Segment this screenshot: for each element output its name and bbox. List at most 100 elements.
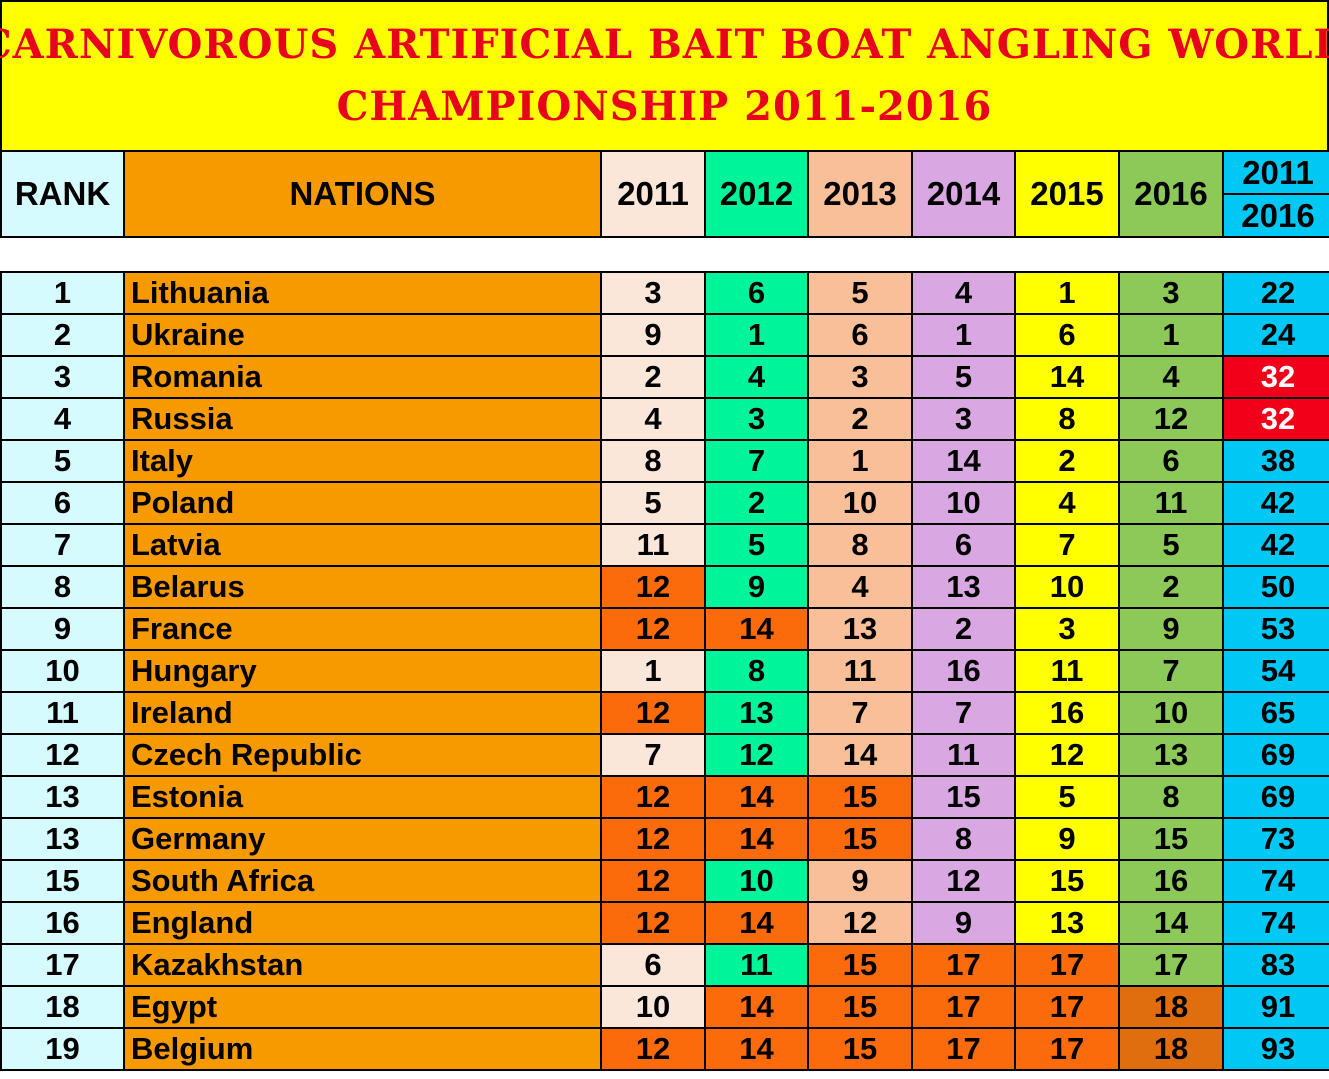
result-cell-2011: 12 bbox=[600, 859, 706, 903]
header-year-2014: 2014 bbox=[911, 150, 1016, 238]
total-cell: 69 bbox=[1222, 775, 1329, 819]
table-row: 3 Romania 2 4 3 5 14 4 32 bbox=[0, 355, 1329, 399]
result-cell-2016: 11 bbox=[1118, 481, 1224, 525]
result-cell-2012: 11 bbox=[704, 943, 809, 987]
total-cell: 50 bbox=[1222, 565, 1329, 609]
total-cell: 91 bbox=[1222, 985, 1329, 1029]
result-cell-2015: 17 bbox=[1014, 1027, 1120, 1071]
total-cell: 32 bbox=[1222, 397, 1329, 441]
table-row: 5 Italy 8 7 1 14 2 6 38 bbox=[0, 439, 1329, 483]
title-line-1: CARNIVOROUS ARTIFICIAL BAIT BOAT ANGLING… bbox=[0, 21, 1329, 68]
result-cell-2016: 17 bbox=[1118, 943, 1224, 987]
result-cell-2012: 12 bbox=[704, 733, 809, 777]
nation-cell: Estonia bbox=[123, 775, 602, 819]
result-cell-2013: 15 bbox=[807, 943, 913, 987]
total-cell: 38 bbox=[1222, 439, 1329, 483]
rank-cell: 16 bbox=[0, 901, 125, 945]
result-cell-2013: 6 bbox=[807, 313, 913, 357]
result-cell-2012: 6 bbox=[704, 271, 809, 315]
result-cell-2014: 17 bbox=[911, 985, 1016, 1029]
result-cell-2014: 7 bbox=[911, 691, 1016, 735]
result-cell-2011: 9 bbox=[600, 313, 706, 357]
header-year-2012: 2012 bbox=[704, 150, 809, 238]
result-cell-2012: 2 bbox=[704, 481, 809, 525]
rank-cell: 17 bbox=[0, 943, 125, 987]
table-row: 13 Estonia 12 14 15 15 5 8 69 bbox=[0, 775, 1329, 819]
result-cell-2014: 14 bbox=[911, 439, 1016, 483]
nation-cell: France bbox=[123, 607, 602, 651]
rank-cell: 15 bbox=[0, 859, 125, 903]
result-cell-2011: 12 bbox=[600, 901, 706, 945]
nation-cell: Russia bbox=[123, 397, 602, 441]
nation-cell: Latvia bbox=[123, 523, 602, 567]
header-rank: RANK bbox=[0, 150, 125, 238]
total-cell: 73 bbox=[1222, 817, 1329, 861]
result-cell-2015: 7 bbox=[1014, 523, 1120, 567]
result-cell-2012: 4 bbox=[704, 355, 809, 399]
rank-cell: 13 bbox=[0, 817, 125, 861]
rank-cell: 13 bbox=[0, 775, 125, 819]
result-cell-2012: 3 bbox=[704, 397, 809, 441]
total-cell: 69 bbox=[1222, 733, 1329, 777]
standings-table: 1 Lithuania 3 6 5 4 1 3 22 2 Ukraine 9 1 6 1 6 1 24 3 Roman… bbox=[0, 271, 1329, 1071]
table-row: 18 Egypt 10 14 15 17 17 18 91 bbox=[0, 985, 1329, 1029]
result-cell-2016: 18 bbox=[1118, 1027, 1224, 1071]
nation-cell: Ukraine bbox=[123, 313, 602, 357]
total-cell: 54 bbox=[1222, 649, 1329, 693]
result-cell-2011: 12 bbox=[600, 565, 706, 609]
result-cell-2014: 10 bbox=[911, 481, 1016, 525]
table-row: 15 South Africa 12 10 9 12 15 16 74 bbox=[0, 859, 1329, 903]
result-cell-2013: 10 bbox=[807, 481, 913, 525]
result-cell-2014: 15 bbox=[911, 775, 1016, 819]
rank-cell: 18 bbox=[0, 985, 125, 1029]
total-cell: 74 bbox=[1222, 859, 1329, 903]
result-cell-2016: 6 bbox=[1118, 439, 1224, 483]
rank-cell: 9 bbox=[0, 607, 125, 651]
result-cell-2013: 15 bbox=[807, 1027, 913, 1071]
result-cell-2012: 14 bbox=[704, 775, 809, 819]
nation-cell: Belarus bbox=[123, 565, 602, 609]
table-row: 11 Ireland 12 13 7 7 16 10 65 bbox=[0, 691, 1329, 735]
nation-cell: Lithuania bbox=[123, 271, 602, 315]
result-cell-2016: 7 bbox=[1118, 649, 1224, 693]
result-cell-2014: 12 bbox=[911, 859, 1016, 903]
result-cell-2011: 12 bbox=[600, 817, 706, 861]
result-cell-2015: 10 bbox=[1014, 565, 1120, 609]
result-cell-2014: 6 bbox=[911, 523, 1016, 567]
result-cell-2014: 13 bbox=[911, 565, 1016, 609]
result-cell-2013: 14 bbox=[807, 733, 913, 777]
result-cell-2011: 7 bbox=[600, 733, 706, 777]
result-cell-2015: 2 bbox=[1014, 439, 1120, 483]
result-cell-2011: 3 bbox=[600, 271, 706, 315]
result-cell-2014: 1 bbox=[911, 313, 1016, 357]
result-cell-2011: 10 bbox=[600, 985, 706, 1029]
result-cell-2011: 12 bbox=[600, 1027, 706, 1071]
result-cell-2011: 12 bbox=[600, 775, 706, 819]
table-row: 13 Germany 12 14 15 8 9 15 73 bbox=[0, 817, 1329, 861]
result-cell-2015: 13 bbox=[1014, 901, 1120, 945]
title-line-2: CHAMPIONSHIP 2011-2016 bbox=[336, 83, 993, 130]
result-cell-2015: 12 bbox=[1014, 733, 1120, 777]
rank-cell: 2 bbox=[0, 313, 125, 357]
result-cell-2012: 10 bbox=[704, 859, 809, 903]
result-cell-2013: 9 bbox=[807, 859, 913, 903]
header-year-2016: 2016 bbox=[1118, 150, 1224, 238]
result-cell-2014: 3 bbox=[911, 397, 1016, 441]
result-cell-2016: 10 bbox=[1118, 691, 1224, 735]
result-cell-2014: 5 bbox=[911, 355, 1016, 399]
nation-cell: England bbox=[123, 901, 602, 945]
total-cell: 74 bbox=[1222, 901, 1329, 945]
header-nations: NATIONS bbox=[123, 150, 602, 238]
table-row: 9 France 12 14 13 2 3 9 53 bbox=[0, 607, 1329, 651]
result-cell-2013: 4 bbox=[807, 565, 913, 609]
nation-cell: Romania bbox=[123, 355, 602, 399]
result-cell-2013: 1 bbox=[807, 439, 913, 483]
result-cell-2012: 5 bbox=[704, 523, 809, 567]
rank-cell: 8 bbox=[0, 565, 125, 609]
result-cell-2014: 11 bbox=[911, 733, 1016, 777]
result-cell-2013: 15 bbox=[807, 775, 913, 819]
result-cell-2015: 14 bbox=[1014, 355, 1120, 399]
result-cell-2014: 4 bbox=[911, 271, 1016, 315]
header-year-2013: 2013 bbox=[807, 150, 913, 238]
result-cell-2012: 14 bbox=[704, 1027, 809, 1071]
